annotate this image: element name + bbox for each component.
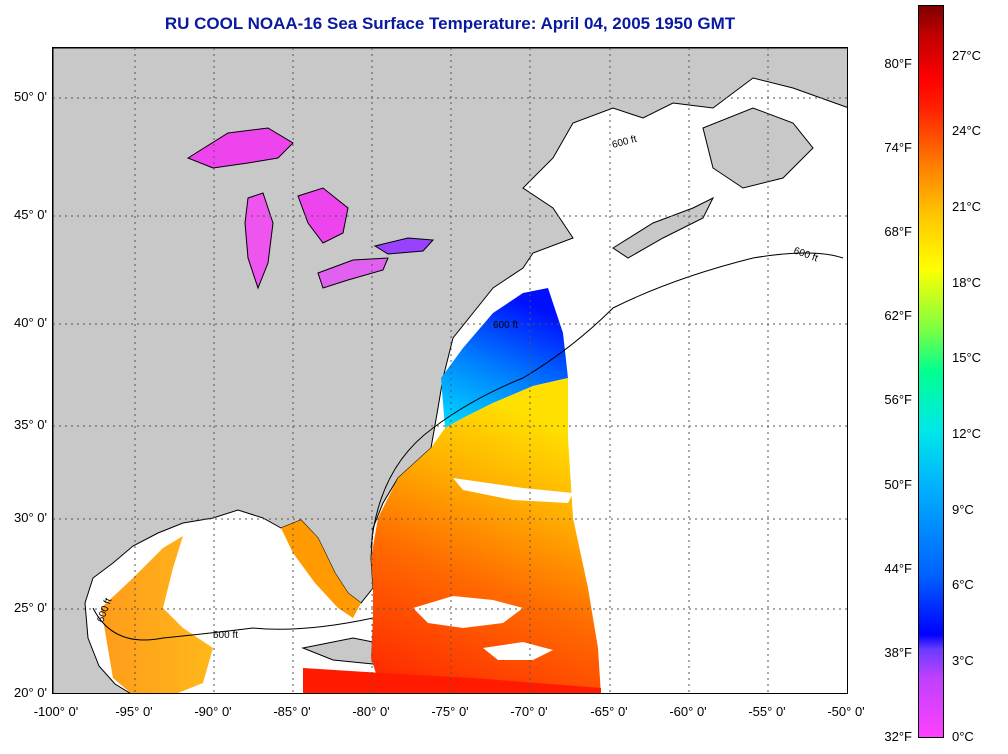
lon-label: -90° 0' [194,704,232,719]
gulf-of-mexico-water [101,536,213,693]
colorbar-celsius-label: 3°C [952,653,974,668]
lat-label: 50° 0' [14,89,47,104]
colorbar-fahrenheit-label: 44°F [884,561,912,576]
lat-label: 40° 0' [14,315,47,330]
colorbar-fahrenheit-label: 56°F [884,392,912,407]
temperature-colorbar [918,5,944,738]
lat-label: 25° 0' [14,600,47,615]
lat-label: 30° 0' [14,510,47,525]
colorbar-celsius-label: 24°C [952,123,982,138]
lon-label: -100° 0' [33,704,79,719]
lon-label: -95° 0' [115,704,153,719]
colorbar-fahrenheit-label: 62°F [884,308,912,323]
colorbar-fahrenheit-label: 50°F [884,477,912,492]
nova-scotia-coast [612,196,715,259]
colorbar-celsius-label: 21°C [952,199,982,214]
colorbar-fahrenheit-label: 68°F [884,224,912,239]
cloud-gap [413,596,523,628]
colorbar-celsius-label: 0°C [952,729,974,744]
lon-label: -70° 0' [510,704,548,719]
map-canvas: 600 ft 600 ft 600 ft 600 ft 600 ft [53,48,847,693]
colorbar-celsius-label: 15°C [952,350,982,365]
colorbar-fahrenheit-label: 38°F [884,645,912,660]
map-title: RU COOL NOAA-16 Sea Surface Temperature:… [164,14,736,33]
cloud-gap [483,642,553,660]
colorbar-fahrenheit-label: 80°F [884,56,912,71]
colorbar-fahrenheit-label: 74°F [884,140,912,155]
lat-label: 45° 0' [14,207,47,222]
caribbean-warm-water [303,668,601,693]
lon-label: -50° 0' [827,704,865,719]
cloud-gap [453,478,573,503]
contour-label: 600 ft [213,630,238,641]
graticule [53,48,847,693]
lon-label: -65° 0' [590,704,628,719]
colorbar-celsius-label: 27°C [952,48,982,63]
colorbar-celsius-label: 12°C [952,426,982,441]
lon-label: -55° 0' [748,704,786,719]
lake-ontario [373,237,435,255]
shelf-cold-water [441,288,568,428]
lat-label: 35° 0' [14,417,47,432]
contour-label: 600 ft [493,320,518,331]
sea-surface-temperature-map: 600 ft 600 ft 600 ft 600 ft 600 ft [52,47,848,694]
lake-erie [317,257,389,289]
lon-label: -85° 0' [273,704,311,719]
florida-shelf-water [281,520,361,618]
lon-label: -80° 0' [352,704,390,719]
colorbar-celsius-label: 9°C [952,502,974,517]
isobath-600ft [92,252,844,641]
colorbar-fahrenheit-label: 32°F [884,729,912,744]
lake-superior [186,127,294,169]
colorbar-celsius-label: 6°C [952,577,974,592]
colorbar-celsius-label: 18°C [952,275,982,290]
lake-michigan [244,192,274,290]
lat-label: 20° 0' [14,685,47,700]
lon-label: -75° 0' [431,704,469,719]
newfoundland-coast [702,107,814,189]
lon-label: -60° 0' [669,704,707,719]
